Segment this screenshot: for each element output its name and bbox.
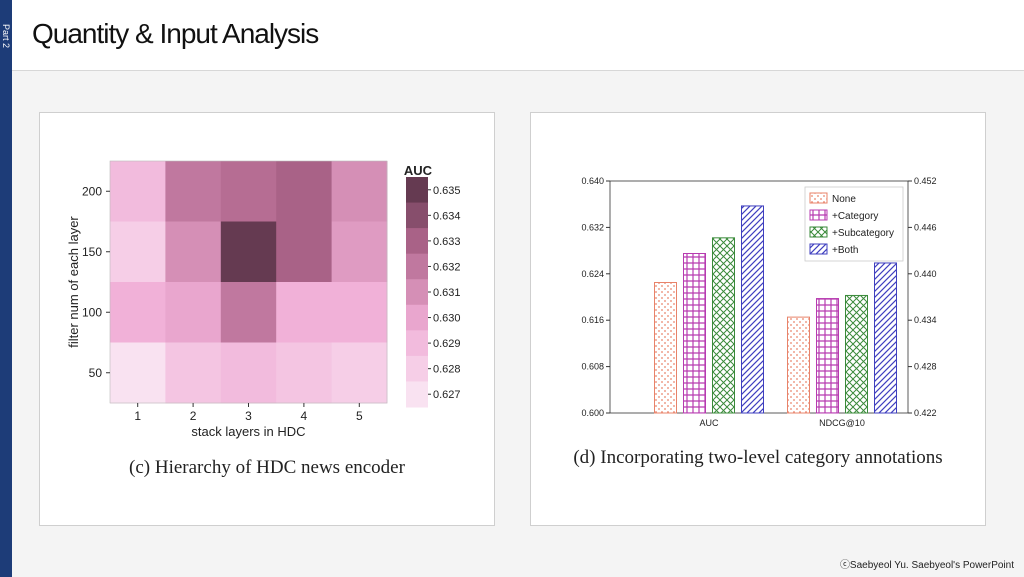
page-title: Quantity & Input Analysis [32,18,319,49]
right-y-tick-label: 0.434 [914,315,937,325]
heatmap-cell [331,282,388,343]
right-y-tick-label: 0.428 [914,362,937,372]
legend-label: +Subcategory [832,228,894,239]
colorbar-tick-label: 0.627 [433,389,461,401]
heatmap-cell [165,161,222,222]
heatmap-cell [220,282,277,343]
colorbar-swatch [406,355,428,382]
bar [712,237,735,414]
left-y-tick-label: 0.632 [581,222,604,232]
x-tick-label: 3 [245,409,252,423]
heatmap-cell [110,161,166,222]
heatmap-cell [110,282,166,343]
left-y-tick-label: 0.608 [581,362,604,372]
x-tick-label: 1 [134,409,141,423]
colorbar-tick-label: 0.634 [433,210,461,222]
legend-label: +Category [832,211,878,222]
heatmap-cell [110,342,166,404]
y-tick-label: 200 [82,184,102,198]
y-tick-label: 50 [89,366,103,380]
category-label: NDCG@10 [819,418,865,428]
slide-header [12,0,1024,70]
copyright-credit: ⓒSaebyeol Yu. Saebyeol's PowerPoint [839,560,1014,571]
y-tick-label: 150 [82,245,102,259]
heatmap-cell [165,282,222,343]
bar [654,282,677,414]
bar-chart: 0.600 0.608 0.616 0.624 0.632 0.640 0.422 0.428… [581,176,937,428]
colorbar-swatch [406,381,428,408]
legend-swatch [809,243,828,255]
colorbar-swatch [406,202,428,229]
heatmap-panel: 1 2 3 4 5 200 150 100 50 stack layers in HDC filte… [39,112,495,526]
heatmap-caption: (c) Hierarchy of HDC news encoder [129,457,405,478]
legend-swatch [809,226,828,238]
heatmap-cell [276,161,333,222]
heatmap-cell [276,342,333,404]
legend-swatch [809,209,828,221]
legend-label: None [832,194,856,205]
bar [787,316,810,414]
colorbar-tick-label: 0.633 [433,236,461,248]
x-tick-label: 5 [356,409,363,423]
y-axis-label: filter num of each layer [66,216,81,348]
colorbar-tick-label: 0.632 [433,261,461,273]
left-y-tick-label: 0.600 [581,408,604,418]
legend-label: +Both [832,245,858,256]
colorbar-tick-label: 0.631 [433,287,461,299]
bar [874,262,897,414]
heatmap-cell [220,161,277,222]
colorbar-tick-label: 0.630 [433,313,461,325]
bar-panel: 0.600 0.608 0.616 0.624 0.632 0.640 0.422 0.428… [530,112,986,526]
bar [845,294,868,414]
bar-caption: (d) Incorporating two-level category ann… [573,447,943,468]
heatmap-cell [331,342,388,404]
legend-swatch [809,192,828,204]
colorbar-title: AUC [404,163,433,178]
heatmap-cell [220,221,277,283]
bar [816,298,839,414]
left-y-tick-label: 0.640 [581,176,604,186]
category-label: AUC [699,418,719,428]
heatmap-cell [220,342,277,404]
bar [683,253,706,414]
colorbar-tick-label: 0.629 [433,338,461,350]
colorbar-swatch [406,177,428,204]
heatmap-cell [165,342,222,404]
colorbar-swatch [406,330,428,357]
side-strip [0,0,12,577]
colorbar-swatch [406,253,428,280]
header-divider [12,70,1024,71]
left-y-tick-label: 0.624 [581,269,604,279]
heatmap-chart: 1 2 3 4 5 200 150 100 50 stack layers in HDC filte… [66,160,461,439]
heatmap-cell [331,221,388,283]
right-y-tick-label: 0.422 [914,408,937,418]
x-tick-label: 4 [301,409,308,423]
heatmap-cell [110,221,166,283]
colorbar-swatch [406,304,428,331]
x-axis-label: stack layers in HDC [191,424,305,439]
right-y-tick-label: 0.446 [914,222,937,232]
heatmap-cell [276,221,333,283]
colorbar-tick-label: 0.628 [433,364,461,376]
section-label: Part 2 [1,23,11,48]
colorbar-swatch [406,228,428,255]
bar [741,205,764,414]
heatmap-cell [276,282,333,343]
right-y-tick-label: 0.440 [914,269,937,279]
y-tick-label: 100 [82,305,102,319]
left-y-tick-label: 0.616 [581,315,604,325]
colorbar-tick-label: 0.635 [433,185,461,197]
right-y-tick-label: 0.452 [914,176,937,186]
heatmap-cell [331,161,388,222]
colorbar-swatch [406,279,428,306]
heatmap-cell [165,221,222,283]
x-tick-label: 2 [190,409,197,423]
